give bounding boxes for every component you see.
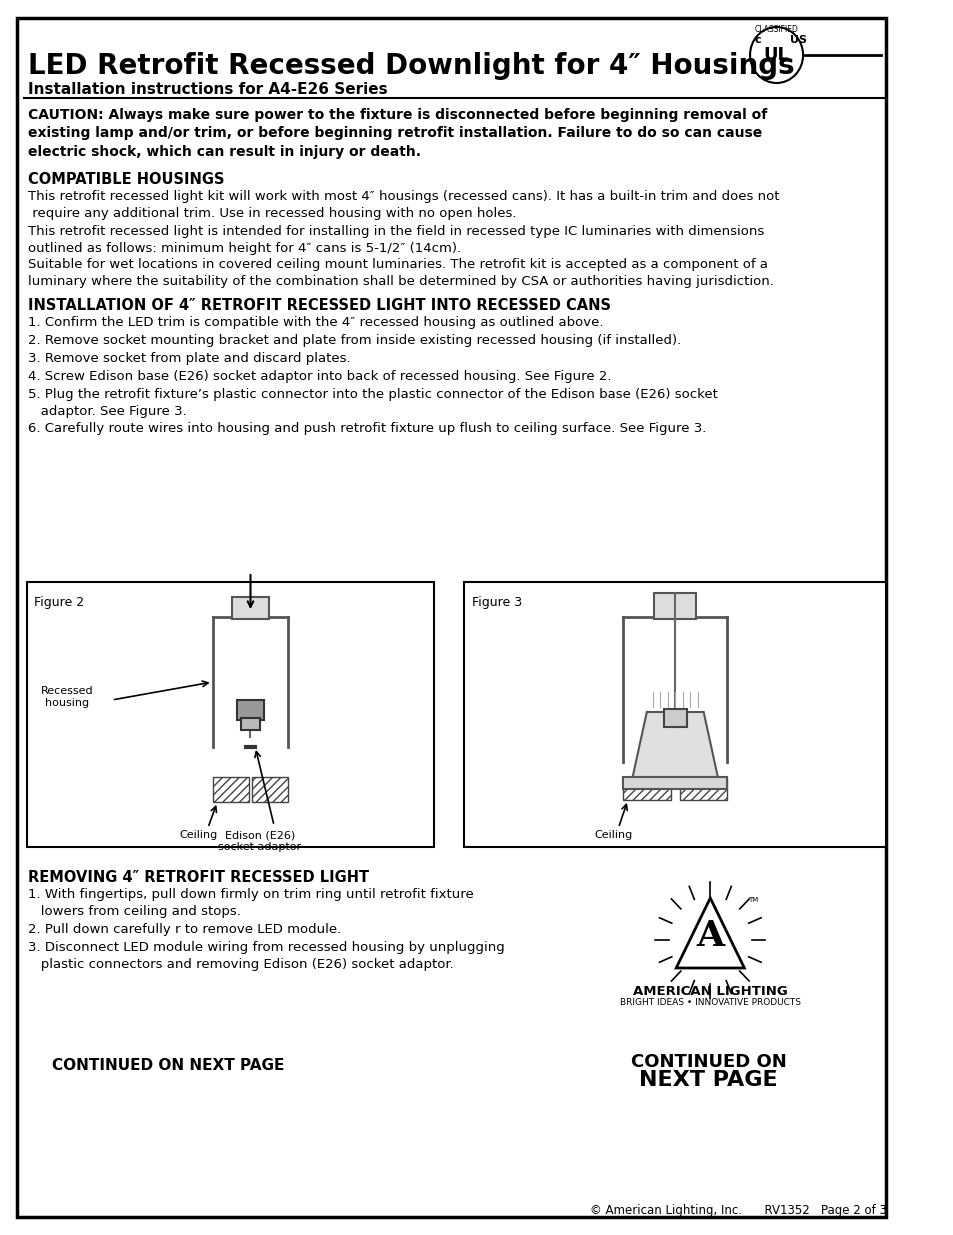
Text: Recessed
housing: Recessed housing <box>41 687 93 708</box>
Text: 5. Plug the retrofit fixture’s plastic connector into the plastic connector of t: 5. Plug the retrofit fixture’s plastic c… <box>29 388 718 417</box>
Text: UL: UL <box>762 46 789 64</box>
Text: LED Retrofit Recessed Downlight for 4″ Housings: LED Retrofit Recessed Downlight for 4″ H… <box>29 52 794 80</box>
Bar <box>622 777 726 789</box>
Bar <box>679 778 726 800</box>
Text: 6. Carefully route wires into housing and push retrofit fixture up flush to ceil: 6. Carefully route wires into housing an… <box>29 422 706 435</box>
Text: Ceiling: Ceiling <box>594 830 632 840</box>
Text: NEXT PAGE: NEXT PAGE <box>639 1070 777 1091</box>
Text: 4. Screw Edison base (E26) socket adaptor into back of recessed housing. See Fig: 4. Screw Edison base (E26) socket adapto… <box>29 370 611 383</box>
Bar <box>663 709 686 727</box>
Text: A: A <box>696 919 723 953</box>
Bar <box>232 597 269 619</box>
Bar <box>253 777 288 802</box>
Text: INSTALLATION OF 4″ RETROFIT RECESSED LIGHT INTO RECESSED CANS: INSTALLATION OF 4″ RETROFIT RECESSED LIG… <box>29 298 611 312</box>
Text: Edison (E26)
socket adaptor: Edison (E26) socket adaptor <box>218 830 301 852</box>
Text: CONTINUED ON: CONTINUED ON <box>630 1053 785 1071</box>
Text: Figure 2: Figure 2 <box>34 597 84 609</box>
Text: AMERICAN LIGHTING: AMERICAN LIGHTING <box>632 986 787 998</box>
Bar <box>237 700 263 720</box>
Text: COMPATIBLE HOUSINGS: COMPATIBLE HOUSINGS <box>29 172 225 186</box>
Polygon shape <box>632 713 717 777</box>
Text: CLASSIFIED: CLASSIFIED <box>754 26 798 35</box>
Text: 2. Remove socket mounting bracket and plate from inside existing recessed housin: 2. Remove socket mounting bracket and pl… <box>29 333 681 347</box>
Text: US: US <box>789 35 806 44</box>
Text: 1. Confirm the LED trim is compatible with the 4″ recessed housing as outlined a: 1. Confirm the LED trim is compatible wi… <box>29 316 603 329</box>
Text: © American Lighting, Inc.      RV1352   Page 2 of 3: © American Lighting, Inc. RV1352 Page 2 … <box>589 1204 885 1216</box>
Text: REMOVING 4″ RETROFIT RECESSED LIGHT: REMOVING 4″ RETROFIT RECESSED LIGHT <box>29 869 369 885</box>
Text: Figure 3: Figure 3 <box>471 597 521 609</box>
Text: Suitable for wet locations in covered ceiling mount luminaries. The retrofit kit: Suitable for wet locations in covered ce… <box>29 258 774 288</box>
Text: 1. With fingertips, pull down firmly on trim ring until retrofit fixture
   lowe: 1. With fingertips, pull down firmly on … <box>29 888 474 918</box>
Text: This retrofit recessed light kit will work with most 4″ housings (recessed cans): This retrofit recessed light kit will wo… <box>29 190 780 220</box>
Text: This retrofit recessed light is intended for installing in the field in recessed: This retrofit recessed light is intended… <box>29 225 764 254</box>
Text: BRIGHT IDEAS • INNOVATIVE PRODUCTS: BRIGHT IDEAS • INNOVATIVE PRODUCTS <box>619 998 800 1007</box>
Bar <box>463 582 885 847</box>
Text: 3. Remove socket from plate and discard plates.: 3. Remove socket from plate and discard … <box>29 352 351 366</box>
Bar <box>622 778 670 800</box>
Text: 3. Disconnect LED module wiring from recessed housing by unplugging
   plastic c: 3. Disconnect LED module wiring from rec… <box>29 941 505 971</box>
Circle shape <box>749 27 802 83</box>
Polygon shape <box>676 898 743 968</box>
Text: CAUTION: Always make sure power to the fixture is disconnected before beginning : CAUTION: Always make sure power to the f… <box>29 107 767 159</box>
Bar <box>213 777 249 802</box>
Text: TM: TM <box>747 897 758 903</box>
Bar <box>27 582 434 847</box>
Text: c: c <box>754 35 760 44</box>
Text: Installation instructions for A4-E26 Series: Installation instructions for A4-E26 Ser… <box>29 82 388 98</box>
Bar <box>241 718 259 730</box>
Bar <box>654 593 696 619</box>
Text: CONTINUED ON NEXT PAGE: CONTINUED ON NEXT PAGE <box>52 1058 284 1073</box>
Text: 2. Pull down carefully r to remove LED module.: 2. Pull down carefully r to remove LED m… <box>29 923 341 936</box>
Text: Ceiling: Ceiling <box>179 830 217 840</box>
